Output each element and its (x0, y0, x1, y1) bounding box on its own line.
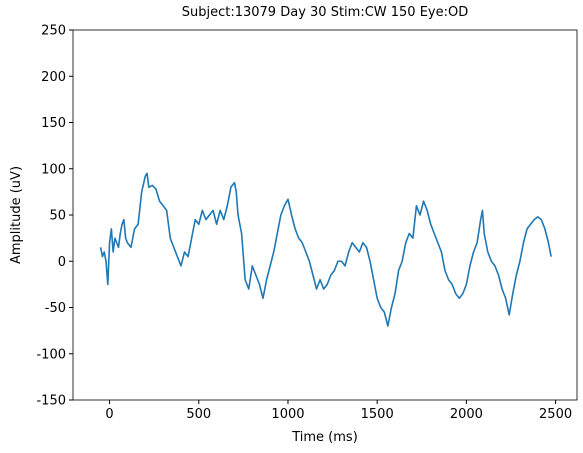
x-axis-label: Time (ms) (291, 430, 358, 445)
x-tick-label: 2000 (450, 407, 483, 422)
y-tick-label: -100 (36, 347, 66, 362)
y-tick-label: 50 (49, 209, 66, 224)
x-tick-label: 2500 (539, 407, 572, 422)
x-tick-label: 1000 (271, 407, 304, 422)
y-axis-label: Amplitude (uV) (9, 166, 24, 264)
y-tick-label: -150 (36, 394, 66, 409)
x-tick-label: 1500 (361, 407, 394, 422)
chart-title: Subject:13079 Day 30 Stim:CW 150 Eye:OD (182, 5, 468, 20)
y-tick-label: 250 (41, 24, 66, 39)
y-tick-label: 200 (41, 70, 66, 85)
y-tick-label: -50 (45, 301, 66, 316)
y-tick-label: 150 (41, 116, 66, 131)
y-tick-label: 100 (41, 162, 66, 177)
plot-frame (72, 29, 578, 401)
x-tick-label: 500 (186, 407, 211, 422)
x-tick-label: 0 (105, 407, 113, 422)
y-tick-label: 0 (58, 255, 66, 270)
data-line (99, 172, 552, 327)
